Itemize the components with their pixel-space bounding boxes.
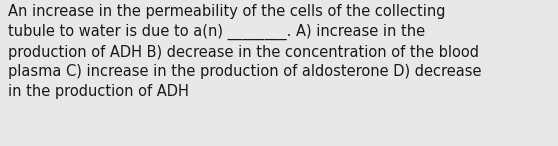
Text: An increase in the permeability of the cells of the collecting
tubule to water i: An increase in the permeability of the c… <box>8 4 482 99</box>
